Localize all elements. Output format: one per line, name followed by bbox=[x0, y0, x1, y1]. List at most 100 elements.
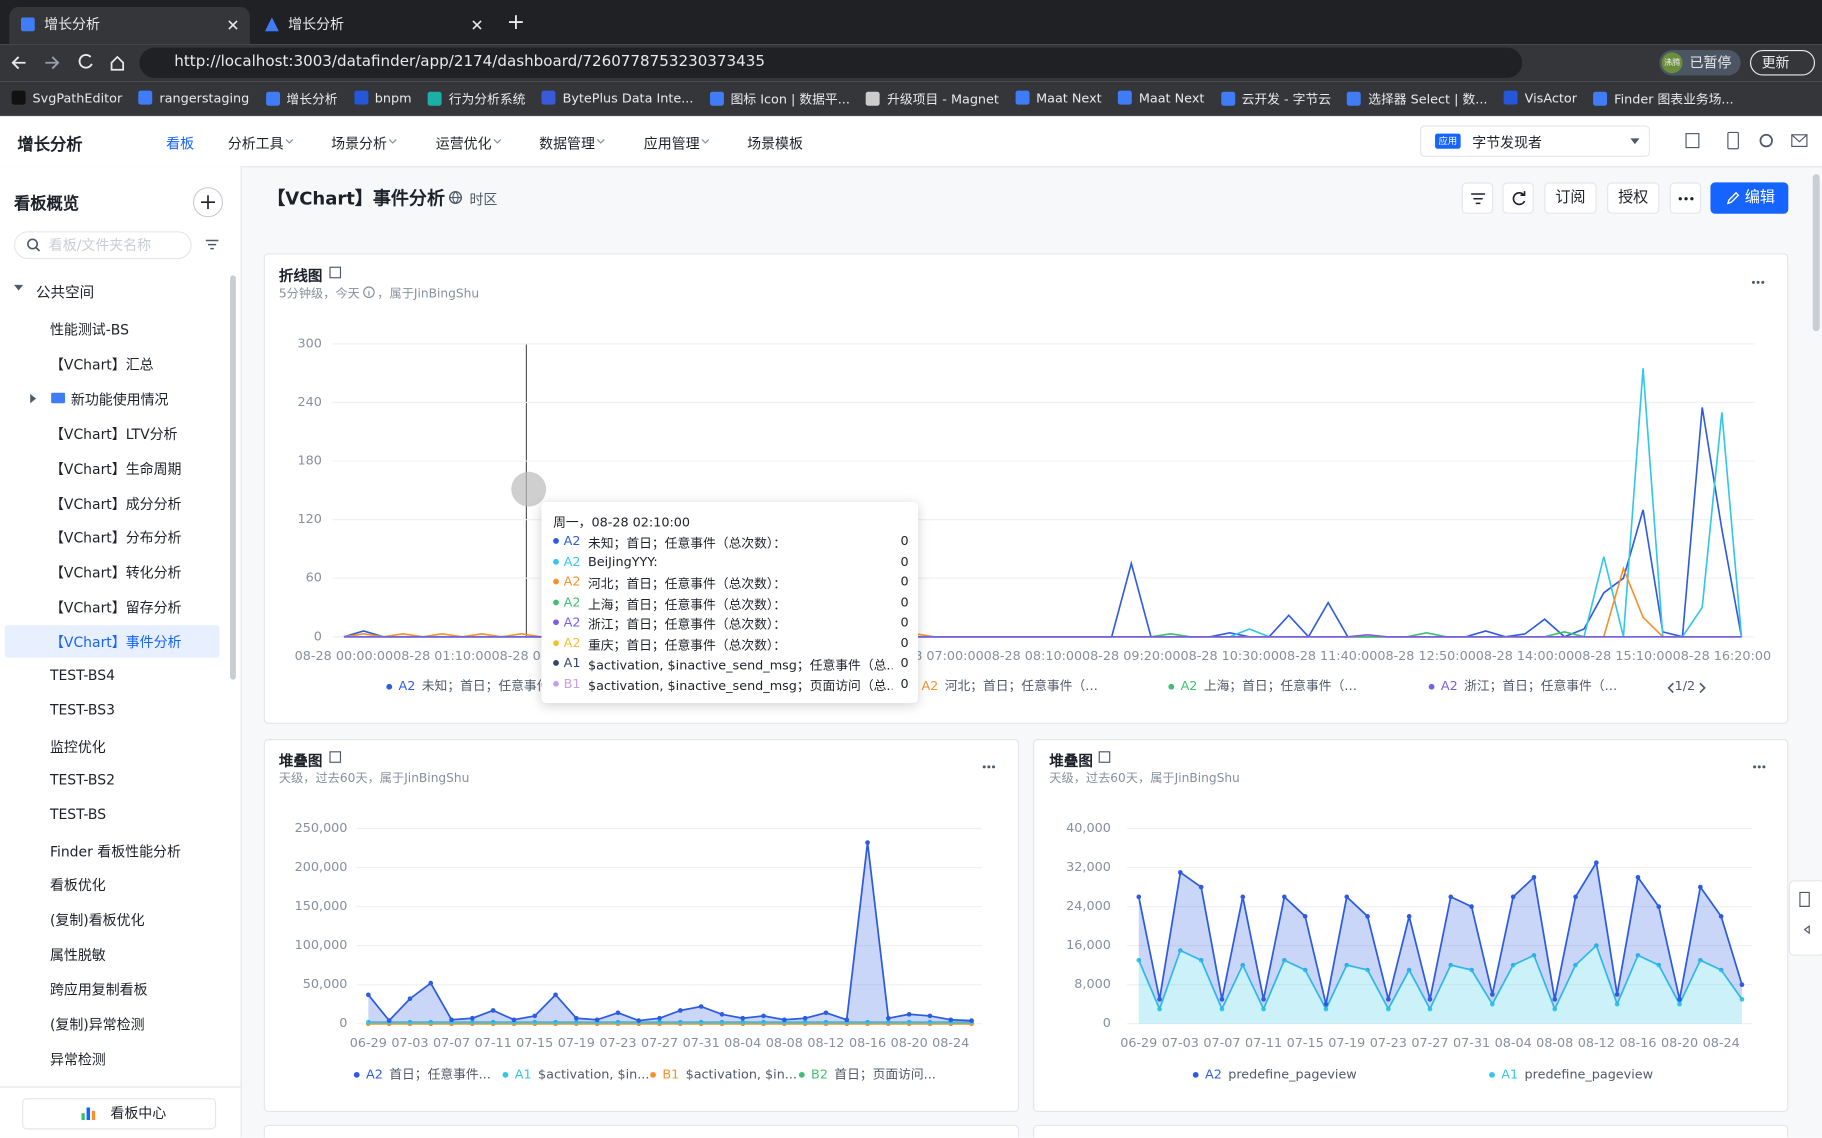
y-tick-label: 40,000 bbox=[1066, 821, 1111, 836]
bookmark-label: SvgPathEditor bbox=[32, 90, 123, 106]
legend-tag: A2 bbox=[366, 1067, 383, 1082]
nav-buttons[interactable] bbox=[9, 51, 131, 74]
add-button[interactable] bbox=[192, 186, 225, 219]
point bbox=[366, 992, 371, 998]
nav-item[interactable]: 运营优化 bbox=[435, 135, 492, 153]
tree-item[interactable]: 【VChart】事件分析 bbox=[49, 634, 182, 651]
bookmark[interactable]: 图标 Icon | 数据平... bbox=[709, 89, 850, 108]
close-icon[interactable] bbox=[228, 20, 238, 30]
filter-button[interactable] bbox=[1461, 182, 1494, 214]
point bbox=[823, 1019, 829, 1025]
nav-item[interactable]: 数据管理 bbox=[539, 135, 595, 153]
header-icons[interactable] bbox=[1684, 131, 1812, 150]
point bbox=[1718, 914, 1724, 919]
subscribe-button[interactable]: 订阅 bbox=[1544, 182, 1597, 214]
bookmark[interactable]: 升级项目 - Magnet bbox=[866, 89, 999, 108]
nav-item[interactable]: 应用管理 bbox=[643, 135, 700, 153]
nav-item[interactable]: 场景模板 bbox=[747, 135, 803, 153]
tree-item[interactable]: 【VChart】LTV分析 bbox=[49, 426, 178, 443]
tab[interactable]: 增长分析 bbox=[253, 7, 494, 44]
point bbox=[1552, 1006, 1558, 1012]
x-tick-label: 08-04 bbox=[724, 1036, 761, 1051]
tree-item[interactable]: TEST-BS2 bbox=[49, 771, 115, 788]
point bbox=[1656, 904, 1662, 909]
bookmark[interactable]: SvgPathEditor bbox=[11, 90, 123, 106]
tree-item[interactable]: 新功能使用情况 bbox=[70, 391, 169, 408]
tab[interactable]: 增长分析 bbox=[9, 6, 250, 45]
tree-item[interactable]: 异常检测 bbox=[49, 1051, 106, 1068]
new-tab[interactable] bbox=[508, 15, 523, 30]
more-icons[interactable] bbox=[982, 280, 1766, 769]
point bbox=[1698, 884, 1703, 890]
authorize-button[interactable]: 授权 bbox=[1607, 182, 1660, 214]
tree-item[interactable]: 【VChart】成分分析 bbox=[49, 495, 182, 512]
tree-item[interactable]: TEST-BS bbox=[49, 805, 107, 823]
timezone[interactable]: 时区 bbox=[469, 191, 498, 208]
tree-item[interactable]: 属性脱敏 bbox=[49, 947, 106, 964]
bookmark[interactable]: Maat Next bbox=[1117, 90, 1204, 106]
close-icon[interactable] bbox=[472, 20, 482, 30]
dashboard-center[interactable]: 看板中心 bbox=[22, 1098, 217, 1130]
card-icons[interactable] bbox=[329, 266, 1111, 763]
tree-root[interactable]: 公共空间 bbox=[36, 283, 95, 301]
nav-item[interactable]: 场景分析 bbox=[331, 135, 387, 153]
bookmark-icon bbox=[1015, 90, 1030, 105]
tree-item[interactable]: 性能测试-BS bbox=[49, 321, 129, 339]
bookmark[interactable]: 云开发 - 字节云 bbox=[1220, 89, 1331, 108]
tooltip-label: 上海；首日；任意事件（总次数）： bbox=[587, 596, 787, 612]
bookmark[interactable]: Finder 图表业务场... bbox=[1593, 89, 1734, 108]
tree-item[interactable]: 【VChart】汇总 bbox=[49, 356, 154, 373]
profile-pill[interactable]: 沸腾 已暂停 bbox=[1659, 49, 1741, 76]
more-button[interactable] bbox=[1669, 182, 1702, 214]
tree-item[interactable]: TEST-BS4 bbox=[49, 666, 115, 684]
tree-item[interactable]: 【VChart】转化分析 bbox=[49, 565, 182, 582]
bookmark[interactable]: 增长分析 bbox=[265, 89, 338, 108]
tree-item[interactable]: 【VChart】分布分析 bbox=[49, 530, 182, 547]
point bbox=[470, 1019, 475, 1025]
edit-button[interactable]: 编辑 bbox=[1710, 182, 1789, 214]
tree-item[interactable]: Finder 看板性能分析 bbox=[49, 843, 181, 860]
bookmark[interactable]: 行为分析系统 bbox=[427, 89, 525, 108]
bookmark[interactable]: 选择器 Select | 数... bbox=[1347, 89, 1487, 108]
tree-item[interactable]: 【VChart】留存分析 bbox=[49, 599, 182, 617]
point bbox=[407, 1019, 413, 1025]
x-tick-label: 08-28 14:00:00 bbox=[1476, 649, 1575, 664]
point bbox=[386, 1018, 392, 1023]
tree-item[interactable]: 监控优化 bbox=[49, 738, 106, 756]
legend-pager[interactable] bbox=[1667, 682, 1706, 694]
refresh-button[interactable] bbox=[1502, 182, 1534, 214]
tree-item[interactable]: 跨应用复制看板 bbox=[49, 981, 148, 999]
url-bar[interactable]: http://localhost:3003/datafinder/app/217… bbox=[139, 47, 1523, 78]
point bbox=[428, 1019, 434, 1025]
x-tick-label: 08-20 bbox=[1661, 1036, 1698, 1051]
bookmark[interactable]: VisActor bbox=[1503, 90, 1577, 106]
bookmark[interactable]: bnpm bbox=[353, 90, 412, 106]
nav-item[interactable]: 看板 bbox=[166, 135, 195, 153]
point bbox=[1718, 967, 1724, 973]
search-box[interactable]: 看板/文件夹名称 bbox=[13, 231, 192, 260]
tooltip-dot bbox=[553, 558, 559, 565]
x-tick-label: 07-31 bbox=[683, 1036, 720, 1051]
bookmark-label: Maat Next bbox=[1036, 90, 1102, 106]
app-selector[interactable]: 应用 字节发现者 bbox=[1419, 125, 1651, 157]
legend-marker bbox=[650, 1071, 656, 1078]
bookmark-icon bbox=[265, 91, 280, 106]
nav-item[interactable]: 分析工具 bbox=[227, 135, 284, 153]
filter-icon[interactable] bbox=[205, 239, 219, 250]
tree-item[interactable]: (复制)看板优化 bbox=[49, 912, 145, 929]
tree-item[interactable]: (复制)异常检测 bbox=[49, 1016, 145, 1034]
point bbox=[844, 1017, 850, 1023]
tree-item[interactable]: TEST-BS3 bbox=[49, 701, 115, 718]
tooltip-dot bbox=[553, 599, 559, 605]
update-button[interactable]: 更新 bbox=[1749, 49, 1816, 76]
point bbox=[1448, 962, 1454, 968]
bookmark[interactable]: rangerstaging bbox=[138, 90, 249, 106]
bookmark[interactable]: BytePlus Data Inte... bbox=[541, 90, 694, 106]
bookmark-label: BytePlus Data Inte... bbox=[562, 90, 694, 106]
sidebar-footer: 看板中心 bbox=[0, 1086, 241, 1138]
tree-item[interactable]: 【VChart】生命周期 bbox=[49, 460, 182, 478]
bookmark[interactable]: Maat Next bbox=[1015, 90, 1102, 106]
tree-item[interactable]: 看板优化 bbox=[49, 877, 106, 895]
float-tools[interactable] bbox=[1788, 880, 1822, 956]
bookmark-label: bnpm bbox=[374, 90, 412, 106]
